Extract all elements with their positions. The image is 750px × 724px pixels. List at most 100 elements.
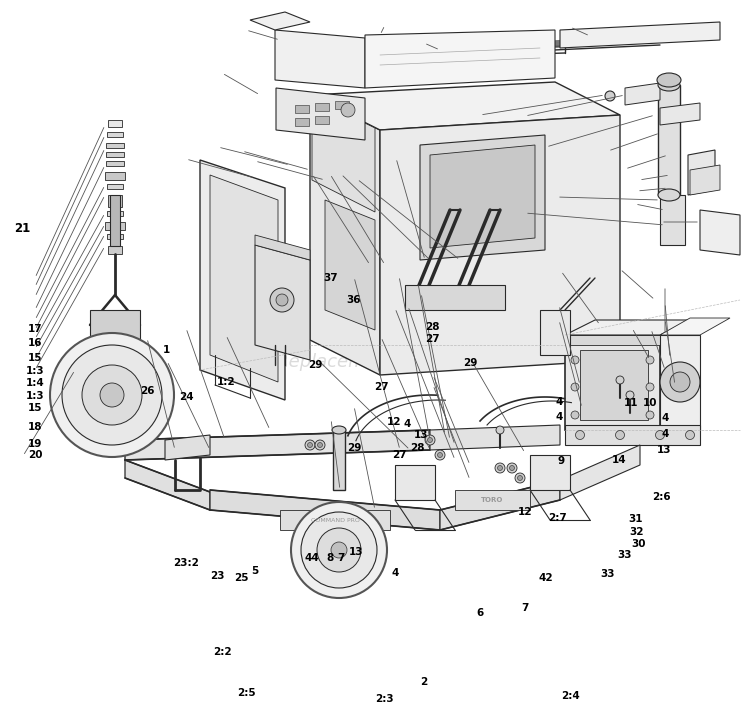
Polygon shape (255, 245, 310, 360)
Polygon shape (660, 335, 700, 430)
Text: 31: 31 (628, 514, 643, 524)
Text: 1:3: 1:3 (26, 366, 44, 376)
Text: 30: 30 (632, 539, 646, 550)
Polygon shape (565, 425, 700, 445)
Text: 1:3: 1:3 (26, 391, 44, 401)
Polygon shape (105, 222, 125, 230)
Circle shape (50, 333, 174, 457)
Polygon shape (625, 83, 660, 105)
Circle shape (575, 431, 584, 439)
Circle shape (496, 426, 504, 434)
Text: 42: 42 (538, 573, 554, 583)
Circle shape (305, 440, 315, 450)
Polygon shape (280, 510, 390, 530)
Polygon shape (108, 246, 122, 254)
Circle shape (656, 431, 664, 439)
Text: 5: 5 (251, 565, 259, 576)
Polygon shape (210, 175, 278, 382)
Polygon shape (565, 335, 660, 430)
Text: 24: 24 (178, 392, 194, 403)
Text: 7: 7 (338, 553, 345, 563)
Circle shape (331, 542, 347, 558)
Polygon shape (106, 152, 124, 157)
Circle shape (571, 411, 579, 419)
Circle shape (626, 391, 634, 399)
Text: 37: 37 (323, 273, 338, 283)
Polygon shape (315, 103, 329, 111)
Text: 12: 12 (387, 417, 402, 427)
Polygon shape (276, 88, 365, 140)
Text: 16: 16 (28, 338, 43, 348)
Polygon shape (295, 105, 309, 113)
Text: 2:6: 2:6 (652, 492, 670, 502)
Text: 15: 15 (28, 353, 43, 363)
Text: 4: 4 (555, 412, 562, 422)
Text: 4: 4 (662, 413, 669, 423)
Polygon shape (107, 211, 123, 216)
Circle shape (571, 383, 579, 391)
Circle shape (270, 288, 294, 312)
Polygon shape (565, 320, 690, 335)
Text: 13: 13 (657, 445, 672, 455)
Text: 19: 19 (28, 439, 43, 449)
Polygon shape (395, 465, 435, 500)
Circle shape (317, 442, 322, 447)
Polygon shape (295, 118, 309, 126)
Circle shape (518, 476, 523, 481)
Ellipse shape (657, 73, 681, 87)
Text: 29: 29 (346, 443, 362, 453)
Text: 23: 23 (210, 571, 225, 581)
Polygon shape (105, 172, 125, 180)
Polygon shape (660, 195, 685, 245)
Polygon shape (315, 116, 329, 124)
Polygon shape (250, 12, 310, 30)
Polygon shape (540, 310, 570, 355)
Polygon shape (430, 425, 560, 450)
Polygon shape (440, 480, 560, 530)
Circle shape (497, 466, 502, 471)
Polygon shape (405, 285, 505, 310)
Polygon shape (107, 132, 123, 137)
Circle shape (509, 466, 515, 471)
Circle shape (315, 440, 325, 450)
Text: 2:2: 2:2 (213, 647, 231, 657)
Polygon shape (125, 430, 430, 460)
Text: 27: 27 (392, 450, 406, 460)
Ellipse shape (332, 426, 346, 434)
Circle shape (646, 411, 654, 419)
Polygon shape (335, 101, 349, 109)
Text: 17: 17 (28, 324, 43, 334)
Text: 7: 7 (521, 603, 529, 613)
Text: 20: 20 (28, 450, 43, 460)
Text: 27: 27 (374, 382, 388, 392)
Text: TORO: TORO (481, 497, 503, 503)
Polygon shape (125, 460, 210, 510)
Text: 2: 2 (420, 677, 428, 687)
Circle shape (301, 512, 377, 588)
Polygon shape (660, 103, 700, 125)
Polygon shape (325, 200, 375, 330)
Circle shape (646, 356, 654, 364)
Text: 29: 29 (463, 358, 478, 368)
Polygon shape (420, 135, 545, 260)
Circle shape (605, 91, 615, 101)
Polygon shape (333, 430, 345, 490)
Text: 8: 8 (326, 553, 334, 563)
Circle shape (82, 365, 142, 425)
Circle shape (308, 442, 313, 447)
Circle shape (100, 383, 124, 407)
Polygon shape (310, 82, 620, 130)
Polygon shape (380, 115, 620, 375)
Text: 15: 15 (28, 403, 43, 413)
Polygon shape (660, 318, 730, 335)
Polygon shape (560, 22, 720, 48)
Polygon shape (690, 165, 720, 195)
Circle shape (495, 463, 505, 473)
Polygon shape (107, 234, 123, 239)
Polygon shape (106, 161, 124, 166)
Circle shape (291, 502, 387, 598)
Text: COMMAND PRO: COMMAND PRO (310, 518, 359, 523)
Text: 9: 9 (557, 456, 565, 466)
Circle shape (62, 345, 162, 445)
Circle shape (646, 383, 654, 391)
